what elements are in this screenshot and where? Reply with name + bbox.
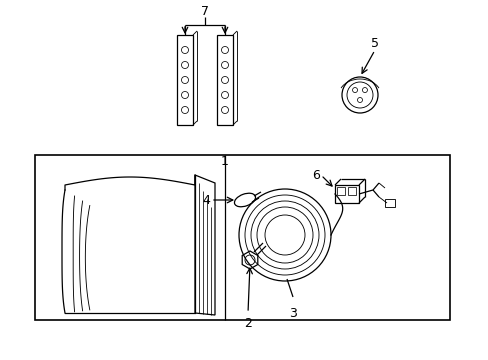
Text: 2: 2 — [244, 317, 251, 330]
Text: 5: 5 — [370, 37, 378, 50]
Text: 6: 6 — [311, 168, 319, 181]
Text: 3: 3 — [288, 307, 296, 320]
Bar — [347, 187, 355, 195]
Text: 1: 1 — [221, 155, 228, 168]
Bar — [35, 155, 449, 320]
Bar — [177, 35, 193, 125]
Text: 7: 7 — [201, 5, 208, 18]
Bar — [336, 187, 345, 195]
Text: 4: 4 — [202, 194, 209, 207]
Bar — [334, 185, 358, 203]
Bar — [384, 199, 394, 207]
Bar — [217, 35, 232, 125]
